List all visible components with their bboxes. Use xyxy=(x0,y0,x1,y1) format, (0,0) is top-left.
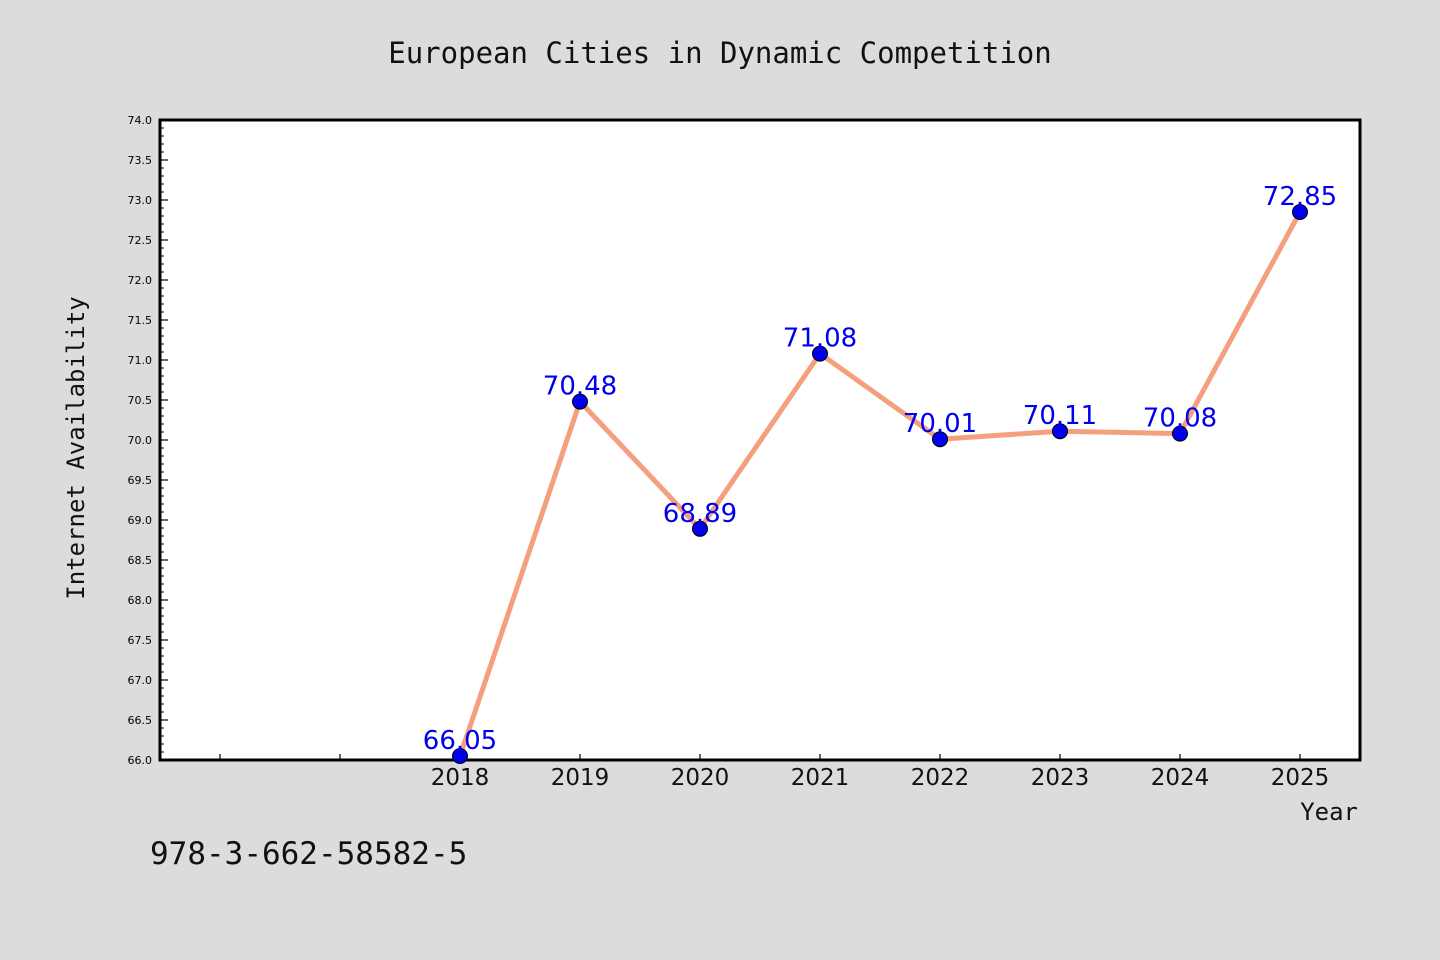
x-tick-label: 2018 xyxy=(431,765,490,791)
chart-title: European Cities in Dynamic Competition xyxy=(388,36,1051,70)
data-point xyxy=(692,520,708,537)
y-tick-label: 66.5 xyxy=(128,714,153,727)
data-label: 70.11 xyxy=(1023,401,1097,431)
x-tick-label: 2020 xyxy=(671,765,730,791)
data-point xyxy=(932,431,948,448)
y-tick-label: 72.5 xyxy=(128,234,153,247)
x-axis-label: Year xyxy=(1300,798,1358,826)
y-axis: 66.0 66.5 67.0 67.5 68.0 68.5 69.0 69.5 70.0 70.5… xyxy=(128,114,168,767)
series-line xyxy=(457,209,1303,759)
data-point xyxy=(452,748,468,764)
y-tick-label: 73.5 xyxy=(128,154,153,167)
y-tick-label: 72.0 xyxy=(128,274,153,287)
y-axis-label: Internet Availability xyxy=(62,296,90,599)
x-tick-label: 2019 xyxy=(551,765,610,791)
y-tick-label: 70.5 xyxy=(128,394,153,407)
x-tick-label: 2022 xyxy=(911,765,970,791)
data-label: 66.05 xyxy=(423,726,497,756)
y-tick-label: 69.5 xyxy=(128,474,153,487)
y-tick-label: 70.0 xyxy=(128,434,153,447)
y-tick-label: 68.5 xyxy=(128,554,153,567)
x-tick-label: 2024 xyxy=(1151,765,1210,791)
x-axis: 2018 2019 2020 2021 2022 2023 2024 2025 xyxy=(219,754,1330,791)
y-tick-label: 68.0 xyxy=(128,594,153,607)
y-tick-label: 71.5 xyxy=(128,314,153,327)
data-label: 70.01 xyxy=(903,409,977,439)
y-tick-label: 69.0 xyxy=(128,514,153,527)
x-tick-label: 2025 xyxy=(1271,765,1330,791)
data-point xyxy=(572,393,588,410)
isbn-text: 978-3-662-58582-5 xyxy=(150,836,467,872)
data-label: 68.89 xyxy=(663,499,737,529)
y-tick-label: 67.5 xyxy=(128,634,153,647)
x-tick-label: 2023 xyxy=(1031,765,1090,791)
y-tick-label: 71.0 xyxy=(128,354,153,367)
data-point xyxy=(1292,204,1308,220)
data-label: 71.08 xyxy=(783,324,857,354)
y-tick-label: 74.0 xyxy=(128,114,153,127)
y-tick-label: 66.0 xyxy=(128,754,153,767)
data-label: 70.48 xyxy=(543,372,617,402)
data-point xyxy=(1172,425,1188,442)
data-point xyxy=(812,345,828,362)
series-layer xyxy=(452,204,1308,764)
data-point xyxy=(1052,423,1068,440)
data-label: 70.08 xyxy=(1143,404,1217,434)
y-tick-label: 73.0 xyxy=(128,194,153,207)
x-tick-label: 2021 xyxy=(791,765,850,791)
data-label: 72.85 xyxy=(1263,182,1337,212)
data-labels: 66.05 70.48 68.89 71.08 70.01 70.11 70.08 72.85 xyxy=(423,182,1337,756)
y-tick-label: 67.0 xyxy=(128,674,153,687)
